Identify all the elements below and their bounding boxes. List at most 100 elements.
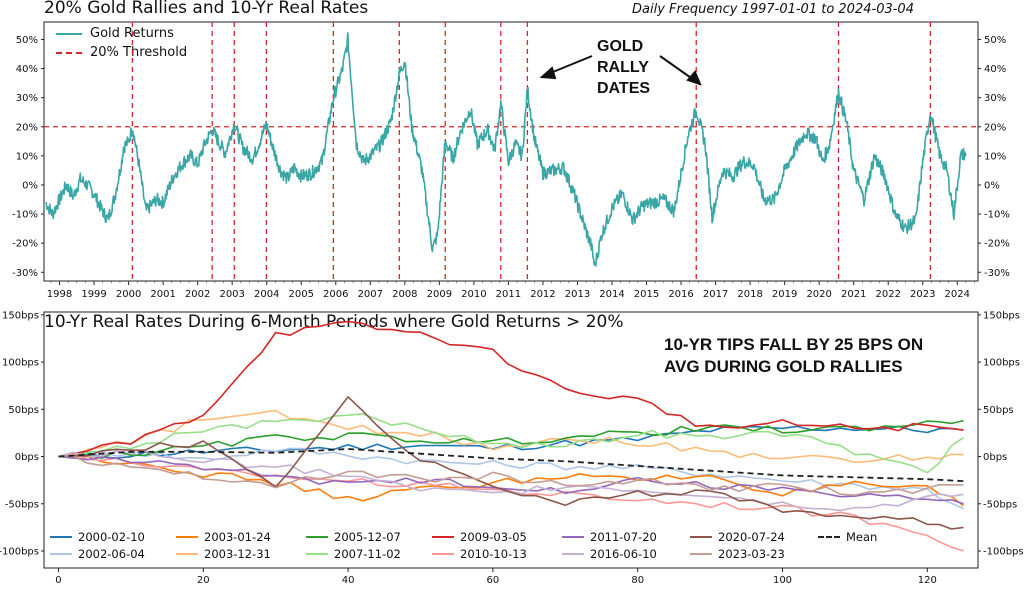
legend-item-2002-06-04: 2002-06-04	[50, 547, 145, 561]
legend-item-2003-01-24: 2003-01-24	[176, 530, 271, 544]
top-xtick-label: 2018	[737, 289, 762, 300]
legend-swatch	[176, 536, 198, 538]
top-xtick-label: 2003	[219, 289, 244, 300]
top-ytick-label-right: 20%	[984, 122, 1006, 133]
top-xtick-label: 2009	[427, 289, 452, 300]
top-xtick-label: 2001	[150, 289, 175, 300]
legend-swatch	[432, 536, 454, 538]
bottom-ytick-label: -50bps	[5, 499, 39, 510]
bottom-ytick-label-right: -100bps	[983, 546, 1024, 557]
legend-label: 2010-10-13	[460, 547, 527, 561]
top-xtick-label: 2015	[634, 289, 659, 300]
legend-item-2009-03-05: 2009-03-05	[432, 530, 527, 544]
threshold-swatch	[56, 51, 82, 54]
top-xtick-label: 2024	[945, 289, 970, 300]
bottom-ytick-label: 50bps	[8, 405, 39, 416]
legend-label: 2009-03-05	[460, 530, 527, 544]
top-xtick-label: 2021	[841, 289, 866, 300]
top-ytick-label-right: -10%	[984, 210, 1010, 221]
legend-swatch	[50, 553, 72, 555]
top-xtick-label: 2017	[703, 289, 728, 300]
bottom-xtick-label: 40	[342, 575, 355, 586]
legend-label: 2002-06-04	[78, 547, 145, 561]
legend-swatch	[690, 553, 712, 555]
series-2002-06-04	[58, 447, 964, 510]
top-ytick-label-right: 40%	[984, 64, 1006, 75]
legend-swatch	[306, 536, 328, 538]
series-2016-06-10	[58, 450, 964, 512]
top-ytick-label: -20%	[12, 239, 38, 250]
legend-item-mean: Mean	[818, 530, 877, 544]
annotation-line-1: GOLD	[597, 38, 644, 55]
legend-label-threshold: 20% Threshold	[90, 45, 188, 60]
top-ytick-label-right: -30%	[984, 268, 1010, 279]
series-2007-11-02	[58, 412, 964, 474]
top-xtick-label: 2016	[668, 289, 693, 300]
legend-swatch	[306, 553, 328, 555]
bottom-xtick-label: 60	[487, 575, 500, 586]
top-xtick-label: 2012	[530, 289, 555, 300]
top-xtick-label: 2010	[461, 289, 486, 300]
annotation-arrows	[539, 55, 702, 86]
legend-label: 2020-07-24	[718, 530, 785, 544]
top-xtick-label: 2000	[116, 289, 141, 300]
top-xtick-label: 2005	[289, 289, 314, 300]
top-ytick-label-right: 30%	[984, 93, 1006, 104]
legend-label: Mean	[846, 530, 878, 544]
legend-label: 2003-01-24	[204, 530, 271, 544]
bottom-ytick-label-right: 50bps	[983, 405, 1014, 416]
series-2023-03-23	[58, 454, 964, 497]
legend-swatch	[432, 553, 454, 555]
top-xtick-label: 2002	[185, 289, 210, 300]
bottom-xtick-label: 0	[55, 575, 61, 586]
legend-label: 2007-11-02	[334, 547, 401, 561]
tips-annotation-line-2: AVG DURING GOLD RALLIES	[664, 357, 903, 376]
top-ytick-label: -10%	[12, 210, 38, 221]
top-plot-frame	[43, 21, 979, 282]
top-xtick-label: 2013	[565, 289, 590, 300]
legend-item-threshold: 20% Threshold	[56, 43, 187, 62]
series-gold-returns	[45, 32, 967, 267]
legend-label: 2023-03-23	[718, 547, 785, 561]
series-2005-12-07	[58, 419, 964, 460]
top-ytick-label-right: -20%	[984, 239, 1010, 250]
top-ytick-label-right: 10%	[984, 151, 1006, 162]
top-ytick-label: 40%	[16, 64, 38, 75]
legend-label: 2011-07-20	[590, 530, 657, 544]
top-ytick-label: 10%	[16, 151, 38, 162]
legend-swatch	[562, 553, 584, 555]
series-2009-03-05	[58, 320, 964, 458]
legend-item-2007-11-02: 2007-11-02	[306, 547, 401, 561]
arrow-right	[659, 55, 695, 81]
bottom-ytick-label: -100bps	[0, 546, 39, 557]
series-2003-12-31	[58, 409, 964, 464]
bottom-ytick-label-right: 0bps	[983, 452, 1007, 463]
series-2003-01-24	[58, 455, 964, 507]
legend-item-2010-10-13: 2010-10-13	[432, 547, 527, 561]
top-chart-subtitle: Daily Frequency 1997-01-01 to 2024-03-04	[632, 2, 914, 17]
series-2000-02-10	[58, 425, 964, 459]
legend-label: 2003-12-31	[204, 547, 271, 561]
top-ytick-label: -30%	[12, 268, 38, 279]
top-xtick-label: 2022	[875, 289, 900, 300]
legend-item-2003-12-31: 2003-12-31	[176, 547, 271, 561]
top-xtick-label: 2019	[772, 289, 797, 300]
top-chart-title: 20% Gold Rallies and 10-Yr Real Rates	[44, 0, 369, 18]
series-mean	[58, 448, 964, 482]
top-ytick-label-right: 50%	[984, 35, 1006, 46]
legend-item-2000-02-10: 2000-02-10	[50, 530, 145, 544]
tips-annotation-line-1: 10-YR TIPS FALL BY 25 BPS ON	[664, 335, 924, 354]
bottom-ytick-label: 150bps	[2, 310, 39, 321]
arrowhead-right	[686, 70, 702, 86]
annotation-line-2: RALLY	[597, 59, 649, 76]
top-xtick-label: 2008	[392, 289, 417, 300]
top-ytick-label: 0%	[22, 180, 38, 191]
legend-swatch	[176, 553, 198, 555]
legend-item-2023-03-23: 2023-03-23	[690, 547, 785, 561]
top-xtick-label: 2004	[254, 289, 279, 300]
bottom-plot-frame	[43, 311, 979, 569]
legend-label: 2000-02-10	[78, 530, 145, 544]
top-xtick-label: 2011	[496, 289, 521, 300]
top-xtick-label: 1999	[81, 289, 106, 300]
top-xtick-label: 2007	[358, 289, 383, 300]
